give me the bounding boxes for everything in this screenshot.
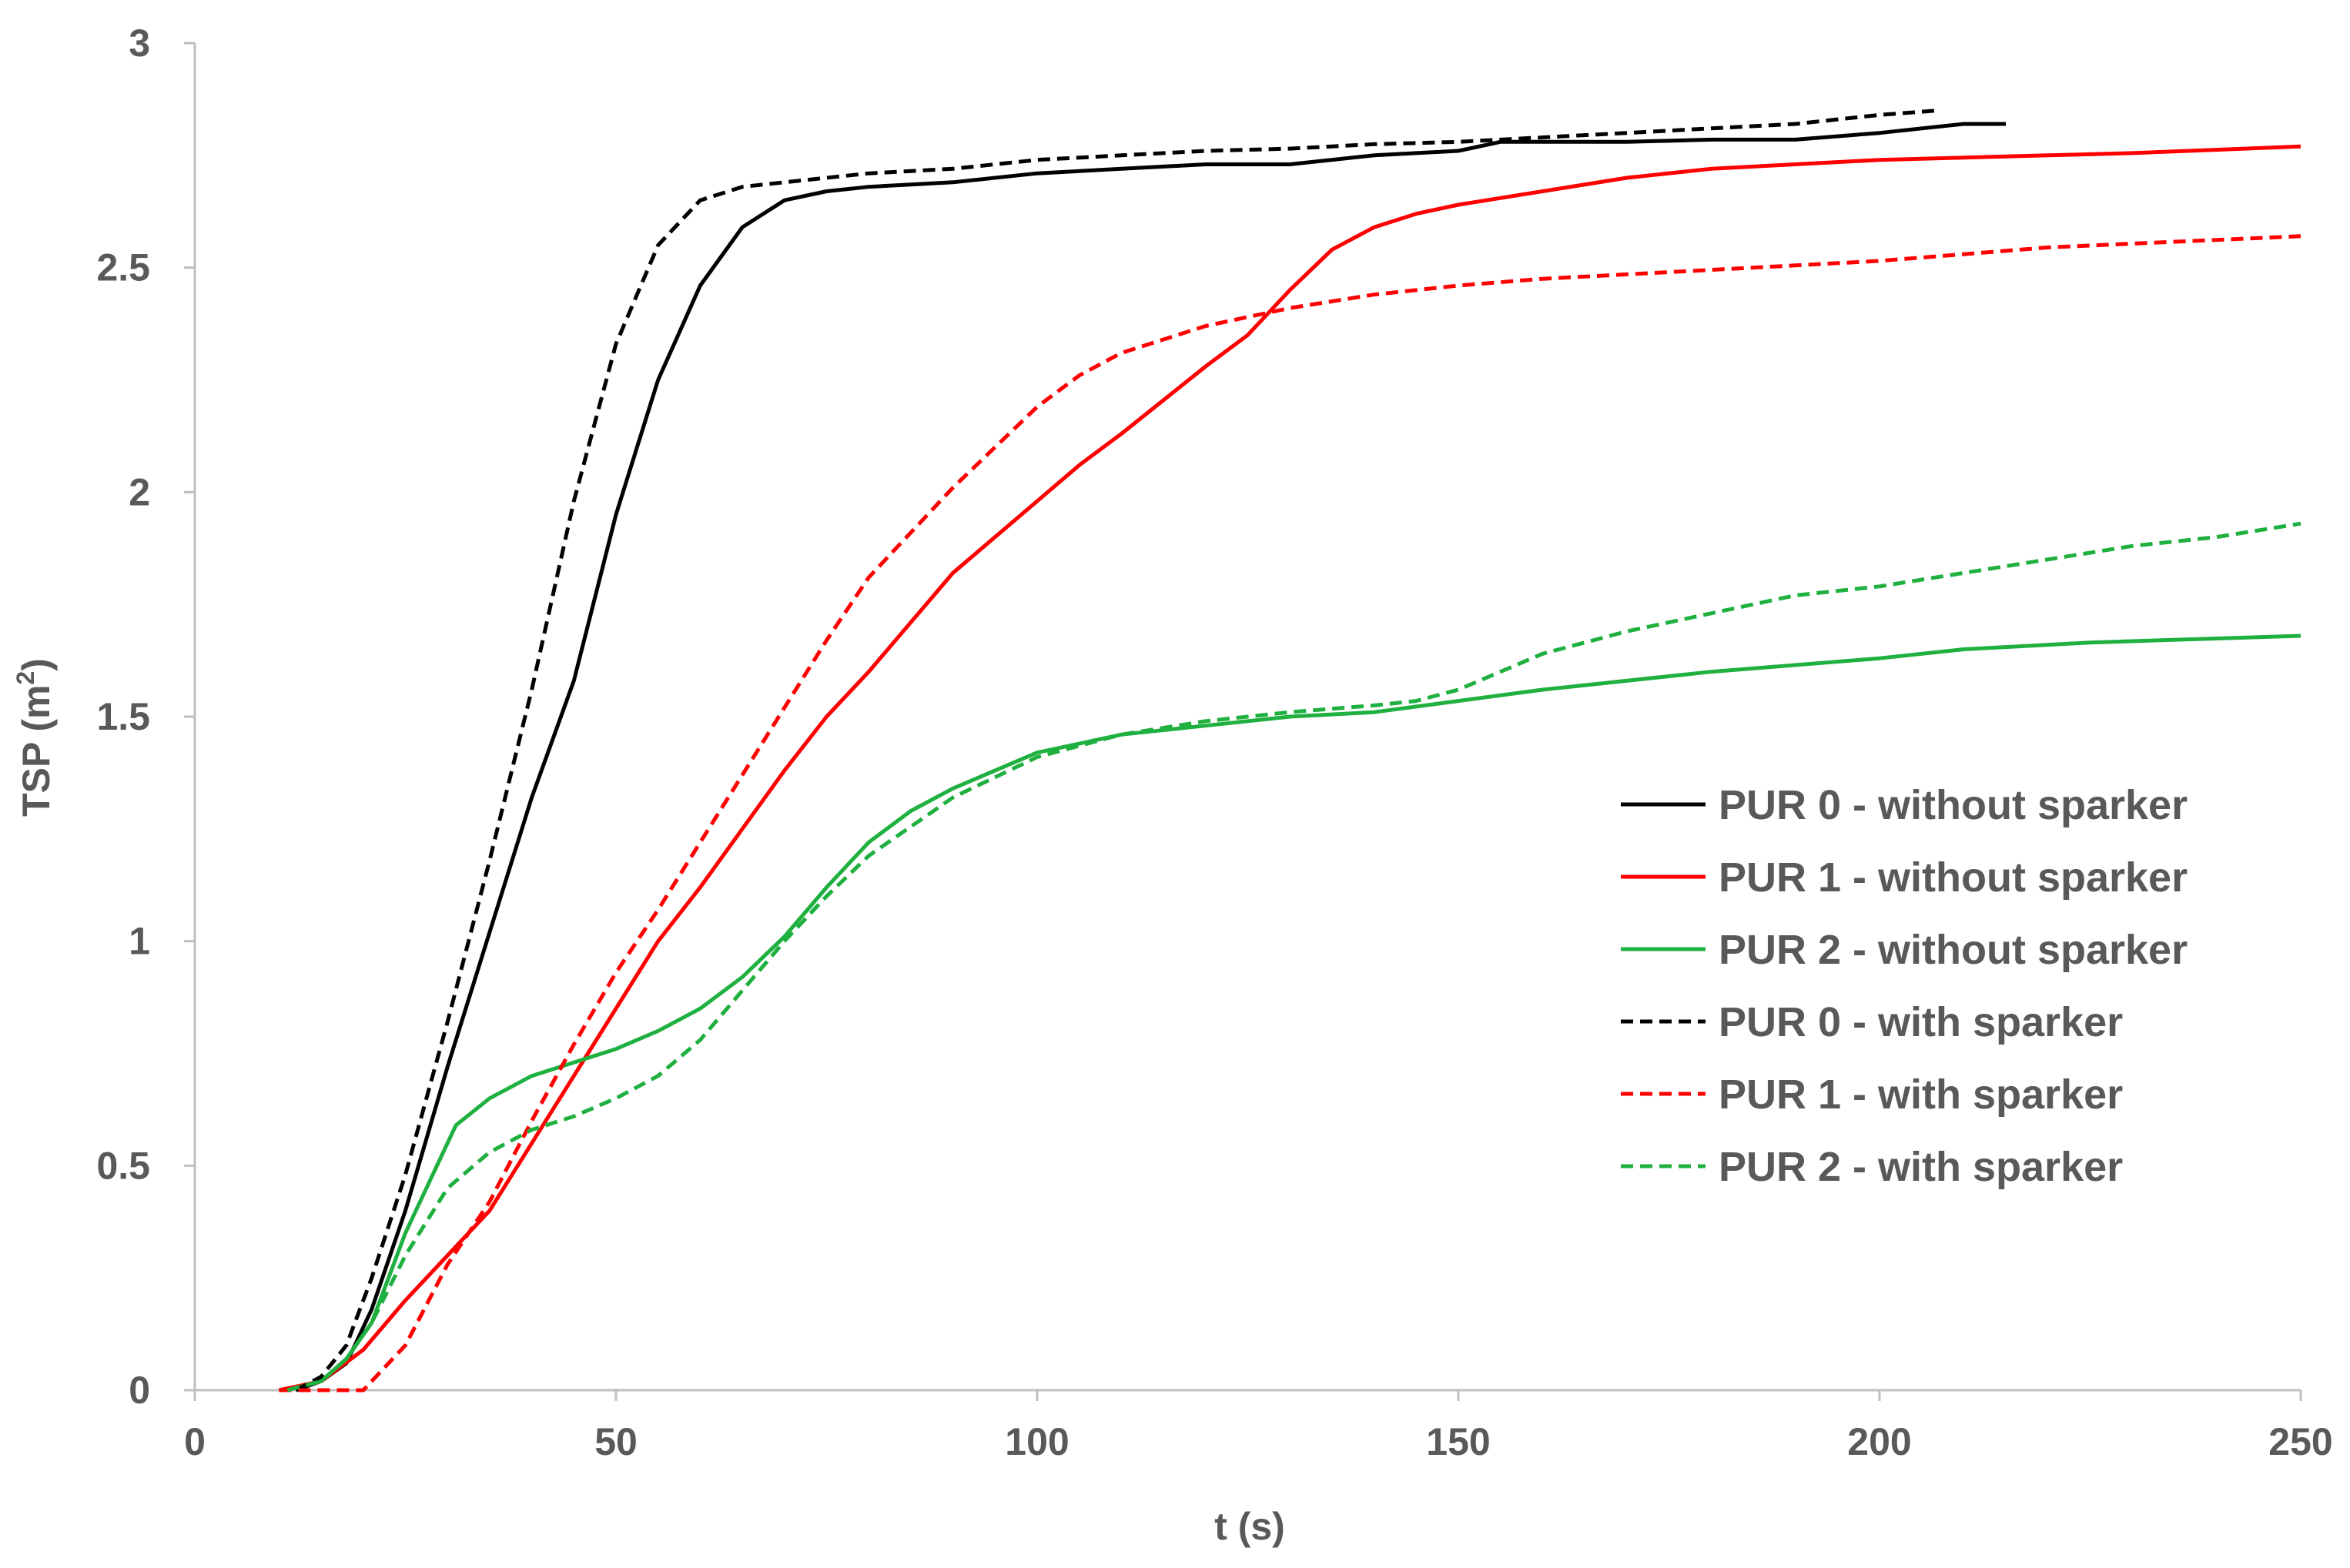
x-tick-label: 150: [1426, 1420, 1490, 1463]
series-line-6: [286, 521, 2301, 1392]
x-axis-title: t (s): [1214, 1505, 1285, 1548]
x-tick-label: 0: [184, 1420, 206, 1463]
series-layer: [278, 109, 2301, 1392]
y-axis-title: TSP (m2): [12, 658, 58, 817]
y-axis-title-superscript: 2: [12, 671, 39, 685]
legend-label-1: PUR 0 - without sparker: [1719, 782, 2188, 828]
y-tick-label: 2: [129, 470, 150, 513]
series-line-2: [278, 144, 2301, 1392]
y-axis: 0 0.5 1 1.5 2 2.5 3: [96, 22, 196, 1412]
legend-label-4: PUR 0 - with sparker: [1719, 999, 2123, 1045]
y-axis-title-close: ): [15, 658, 58, 671]
x-axis: 0 50 100 150 200 250: [184, 1389, 2333, 1463]
legend-label-3: PUR 2 - without sparker: [1719, 927, 2188, 973]
series-line-5: [279, 234, 2301, 1392]
legend-label-2: PUR 1 - without sparker: [1719, 854, 2188, 901]
y-tick-label: 0.5: [96, 1144, 150, 1187]
series-line-1: [295, 122, 2007, 1392]
x-tick-label: 50: [594, 1420, 638, 1463]
y-tick-label: 1.5: [96, 695, 150, 738]
legend-label-6: PUR 2 - with sparker: [1719, 1144, 2123, 1190]
legend-label-5: PUR 1 - with sparker: [1719, 1072, 2123, 1118]
x-tick-label: 200: [1847, 1420, 1911, 1463]
y-tick-label: 3: [129, 22, 150, 65]
series-line-4: [295, 109, 1939, 1392]
y-axis-title-main: TSP (m: [15, 685, 58, 817]
x-tick-label: 250: [2268, 1420, 2332, 1463]
y-tick-label: 0: [129, 1369, 150, 1412]
y-tick-label: 2.5: [96, 246, 150, 289]
y-tick-label: 1: [129, 920, 150, 963]
x-tick-label: 100: [1005, 1420, 1069, 1463]
series-line-3: [286, 634, 2301, 1392]
legend: PUR 0 - without sparker PUR 1 - without s…: [1621, 782, 2188, 1190]
